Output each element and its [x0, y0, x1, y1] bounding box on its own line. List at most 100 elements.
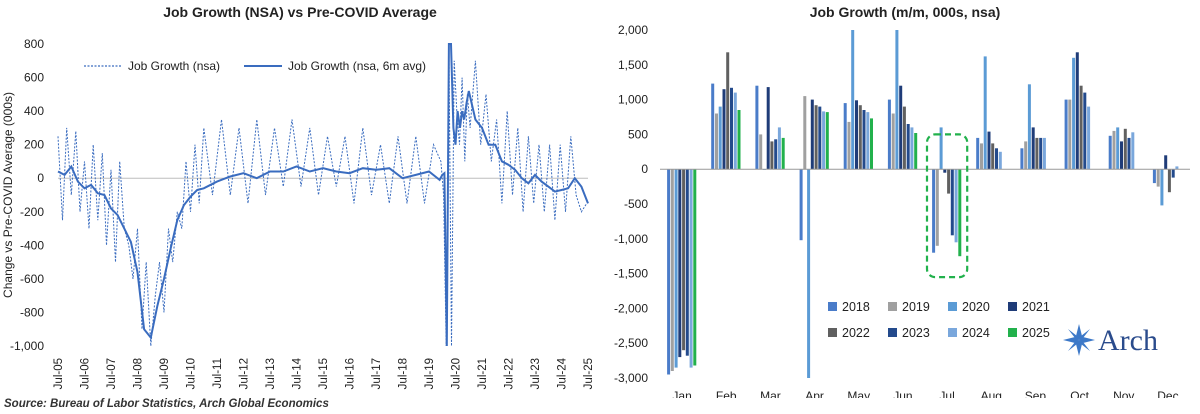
x-tick-label: May: [847, 389, 870, 398]
y-tick-label: 500: [628, 127, 648, 141]
y-tick-label: 1,000: [618, 93, 648, 107]
legend-label-2024: 2024: [962, 326, 990, 340]
y-tick-label: 800: [24, 37, 44, 51]
bar-2020-feb: [718, 106, 722, 170]
x-tick-label: Aug: [981, 389, 1002, 398]
bar-2022-mar: [770, 141, 774, 170]
bar-2023-jun: [906, 124, 910, 170]
bar-2023-mar: [774, 139, 778, 170]
bar-2023-nov: [1127, 137, 1131, 170]
bar-2021-apr: [810, 99, 814, 170]
x-tick-label: Jul-17: [371, 358, 383, 389]
x-tick-label: Jul-18: [398, 358, 410, 389]
bar-2021-feb: [722, 89, 726, 170]
x-tick-label: Jul: [939, 389, 954, 398]
x-tick-label: Nov: [1113, 389, 1134, 398]
bar-2020-nov: [1116, 127, 1120, 170]
source-note: Source: Bureau of Labor Statistics, Arch…: [4, 398, 329, 410]
bar-2022-sep: [1035, 137, 1039, 170]
bar-2023-sep: [1039, 137, 1043, 170]
y-tick-label: 2,000: [618, 23, 648, 37]
x-tick-label: Jul-22: [504, 358, 516, 389]
bar-2019-aug: [980, 143, 983, 170]
y-tick-label: -3,000: [614, 371, 648, 385]
y-tick-label: 400: [24, 104, 44, 118]
x-tick-label: Jul-16: [345, 358, 357, 389]
bar-2024-apr: [822, 111, 826, 170]
bar-2018-may: [843, 103, 847, 170]
x-tick-label: Jul-08: [133, 358, 145, 389]
bar-2022-jun: [902, 106, 906, 170]
bar-2018-mar: [755, 85, 759, 170]
bar-2018-aug: [976, 137, 980, 170]
x-tick-label: Jul-09: [159, 358, 171, 389]
legend-label-2020: 2020: [962, 300, 990, 314]
legend-swatch-2020: [948, 302, 957, 311]
series-line-job-growth-nsa: [57, 43, 588, 347]
bar-2018-sep: [1020, 148, 1024, 170]
arch-logo: Arch: [1062, 318, 1182, 362]
bar-2024-mar: [777, 127, 781, 170]
x-tick-label: Jul-06: [80, 358, 92, 389]
bar-2025-mar: [781, 137, 785, 170]
legend-label-2022: 2022: [842, 326, 870, 340]
bar-2021-nov: [1120, 141, 1123, 170]
x-tick-label: Jul-13: [265, 358, 277, 389]
y-tick-label: -2,500: [614, 336, 648, 350]
x-tick-label: Jul-21: [477, 358, 489, 389]
bar-2023-feb: [730, 87, 733, 170]
legend-label-2025: 2025: [1022, 326, 1050, 340]
bar-2020-aug: [983, 56, 987, 170]
bar-2019-apr: [803, 96, 807, 170]
y-tick-label: -1,000: [614, 232, 648, 246]
bar-2022-jan: [682, 169, 686, 351]
bar-2023-jan: [685, 169, 689, 356]
y-tick-label: -1,500: [614, 267, 648, 281]
bar-2022-apr: [814, 105, 818, 170]
y-tick-label: -500: [624, 197, 648, 211]
bar-2025-may: [870, 118, 873, 170]
legend-swatch-2018: [828, 302, 837, 311]
bar-2018-nov: [1108, 135, 1112, 170]
bar-2019-sep: [1024, 141, 1028, 170]
bar-2020-may: [851, 30, 855, 170]
bar-2023-may: [862, 110, 866, 170]
bar-2021-jun: [899, 85, 903, 170]
bar-2020-jan: [674, 169, 678, 368]
x-tick-label: Jul-24: [557, 357, 569, 389]
y-tick-label: 1,500: [618, 58, 648, 72]
july-highlight-box: [925, 133, 969, 279]
bar-2018-feb: [711, 83, 715, 170]
x-tick-label: Jul-20: [451, 358, 463, 389]
x-tick-label: Oct: [1070, 389, 1089, 398]
y-tick-label: -200: [20, 205, 44, 219]
bar-2024-sep: [1042, 137, 1046, 170]
bar-2024-feb: [733, 92, 737, 170]
bar-2020-apr: [807, 169, 811, 378]
x-tick-label: Apr: [805, 389, 824, 398]
bar-2021-may: [855, 100, 858, 170]
legend-label-6m-avg: Job Growth (nsa, 6m avg): [288, 59, 426, 73]
legend-label-2018: 2018: [842, 300, 870, 314]
bar-2024-jul: [954, 169, 958, 243]
x-tick-label: Jun: [893, 389, 912, 398]
bar-2025-jan: [693, 169, 697, 366]
legend-swatch-2025: [1008, 328, 1017, 337]
bar-2022-jul: [947, 169, 951, 194]
legend-label-2019: 2019: [902, 300, 930, 314]
bar-2024-jun: [910, 127, 914, 170]
legend-label-2023: 2023: [902, 326, 930, 340]
x-tick-label: Jul-12: [239, 358, 251, 389]
bar-2024-oct: [1087, 106, 1091, 170]
bar-2021-mar: [766, 87, 770, 170]
bar-2021-jan: [678, 169, 682, 358]
bar-2022-feb: [726, 52, 730, 170]
legend-label-2021: 2021: [1022, 300, 1050, 314]
series-line-job-growth-6m-avg: [57, 43, 589, 347]
bar-2025-apr: [825, 112, 829, 170]
bar-2018-jul: [932, 169, 936, 253]
bar-2021-aug: [987, 131, 991, 170]
bar-2021-jul: [943, 169, 947, 173]
x-tick-label: Jul-11: [212, 358, 224, 388]
bar-2020-oct: [1072, 57, 1076, 170]
